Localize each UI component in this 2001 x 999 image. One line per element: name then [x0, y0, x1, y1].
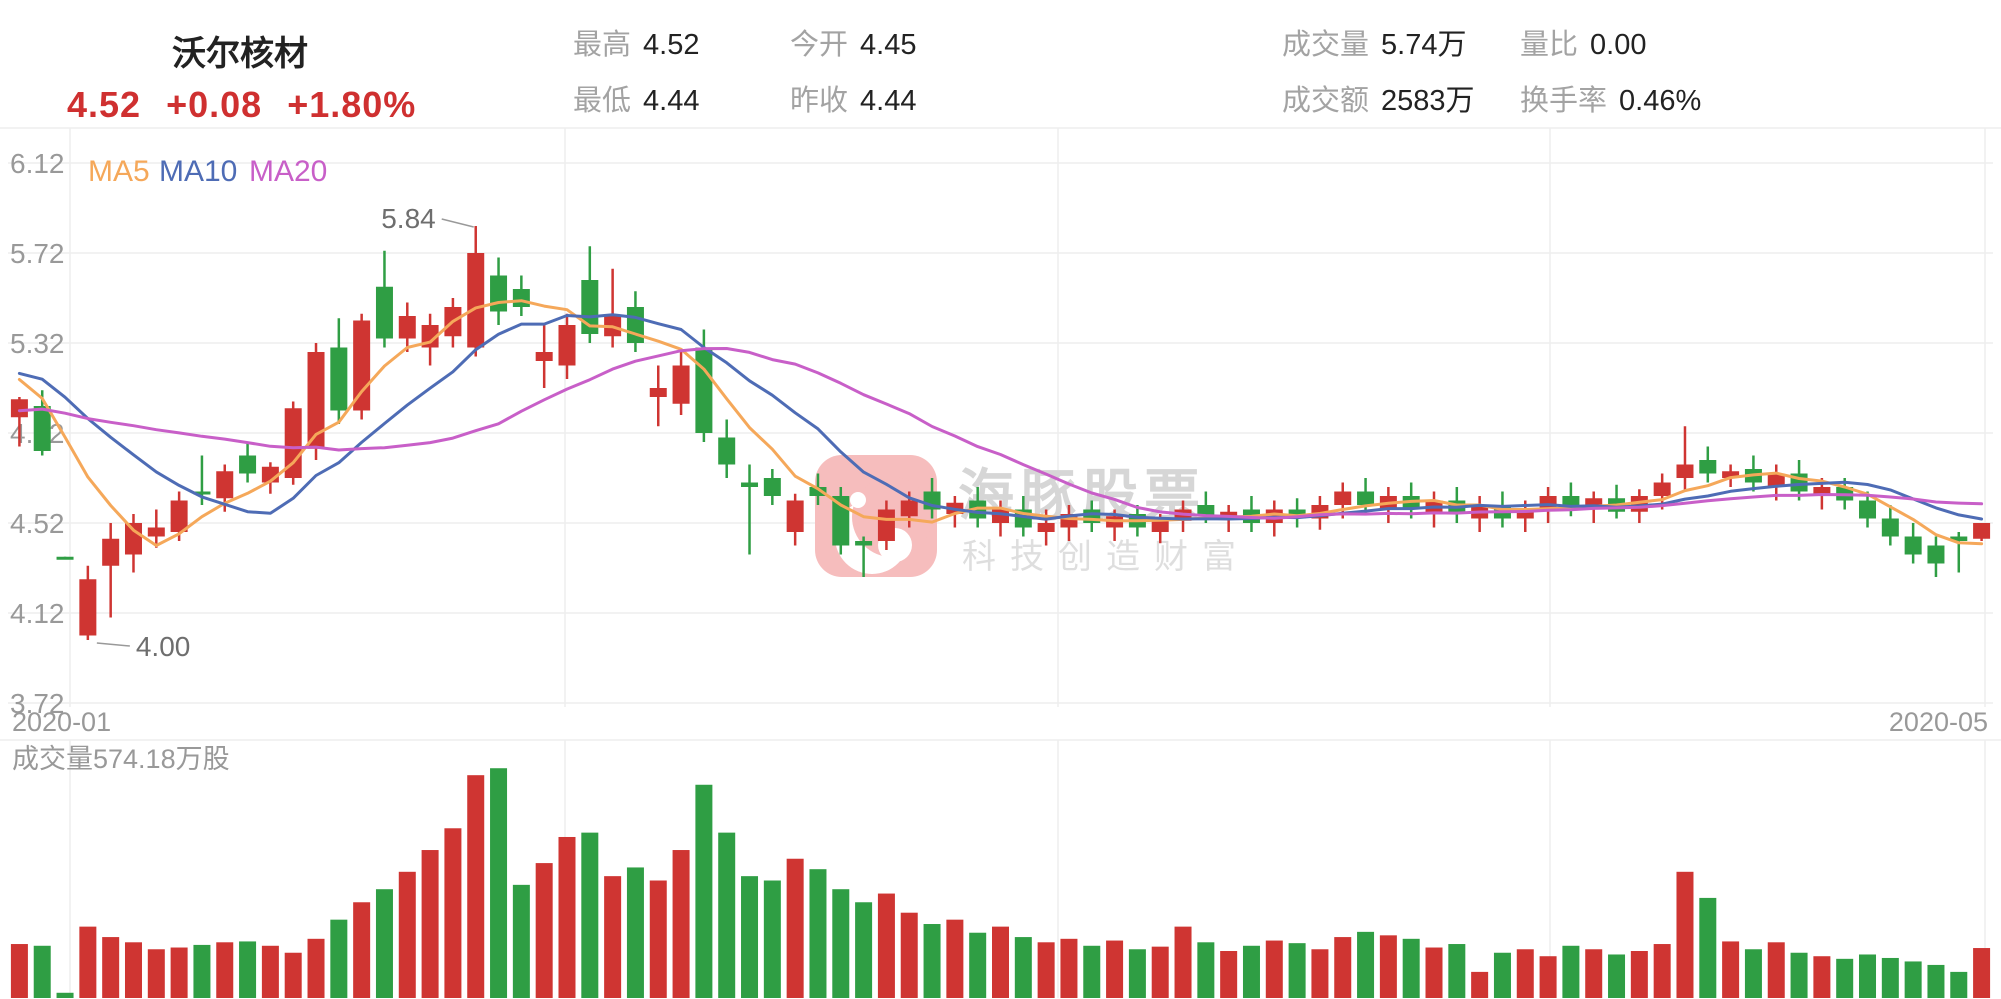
- stat-prev-close: 昨收 4.44: [790, 87, 916, 116]
- stat-value: 4.52: [643, 29, 700, 61]
- ma5-line: [17, 299, 1984, 547]
- stat-volume-ratio: 量比 0.00: [1520, 31, 1646, 60]
- ma-lines: [17, 299, 1984, 547]
- legend-ma10: MA10: [159, 155, 237, 188]
- ma-legend: MA5 MA10 MA20: [88, 155, 327, 188]
- legend-ma5: MA5: [88, 155, 150, 188]
- stat-label: 今开: [790, 29, 849, 61]
- stat-label: 成交额: [1282, 85, 1370, 117]
- volume-label: 成交量574.18万股: [12, 744, 230, 774]
- svg-text:6.12: 6.12: [10, 148, 65, 179]
- ma20-line: [17, 347, 1984, 520]
- svg-text:3.72: 3.72: [10, 688, 65, 719]
- stat-label: 量比: [1520, 29, 1579, 61]
- price-change-percent: +1.80%: [287, 84, 417, 125]
- svg-text:4.12: 4.12: [10, 598, 65, 629]
- stat-value: 4.45: [860, 29, 917, 61]
- stat-volume: 成交量 5.74万: [1282, 31, 1466, 60]
- annotation-low: 4.00: [136, 631, 191, 662]
- stat-value: 4.44: [860, 85, 917, 117]
- watermark-subtitle: 科技创造财富: [962, 538, 1250, 576]
- stat-value: 0.46%: [1619, 85, 1702, 117]
- stat-turnover-rate: 换手率 0.46%: [1520, 87, 1701, 116]
- stat-value: 2583万: [1381, 85, 1475, 117]
- x-axis-label-start: 2020-01: [12, 707, 111, 737]
- stat-high: 最高 4.52: [573, 31, 699, 60]
- current-price-line: 4.52 +0.08 +1.80%: [60, 84, 420, 126]
- stat-amount: 成交额 2583万: [1282, 87, 1475, 116]
- x-axis-labels: 2020-01 2020-05: [12, 707, 1988, 737]
- svg-text:5.72: 5.72: [10, 238, 65, 269]
- stat-label: 昨收: [790, 85, 849, 117]
- annotation-high: 5.84: [381, 203, 436, 234]
- price-change: +0.08: [166, 84, 263, 125]
- svg-text:4.52: 4.52: [10, 508, 65, 539]
- volume-series: [10, 768, 1991, 998]
- stat-label: 最低: [573, 85, 632, 117]
- page-title: 沃尔核材: [172, 35, 308, 73]
- volume-pane-label: 成交量574.18万股: [12, 744, 230, 774]
- stat-value: 4.44: [643, 85, 700, 117]
- stat-low: 最低 4.44: [573, 87, 699, 116]
- stat-value: 0.00: [1590, 29, 1647, 61]
- svg-text:5.32: 5.32: [10, 328, 65, 359]
- legend-ma20: MA20: [249, 155, 327, 188]
- stat-value: 5.74万: [1381, 29, 1467, 61]
- x-axis-label-end: 2020-05: [1889, 707, 1988, 737]
- current-price: 4.52: [67, 84, 142, 125]
- stat-open: 今开 4.45: [790, 31, 916, 60]
- annotations: 5.84 4.00: [96, 203, 474, 662]
- stat-label: 成交量: [1282, 29, 1370, 61]
- stat-label: 换手率: [1520, 85, 1608, 117]
- stat-label: 最高: [573, 29, 632, 61]
